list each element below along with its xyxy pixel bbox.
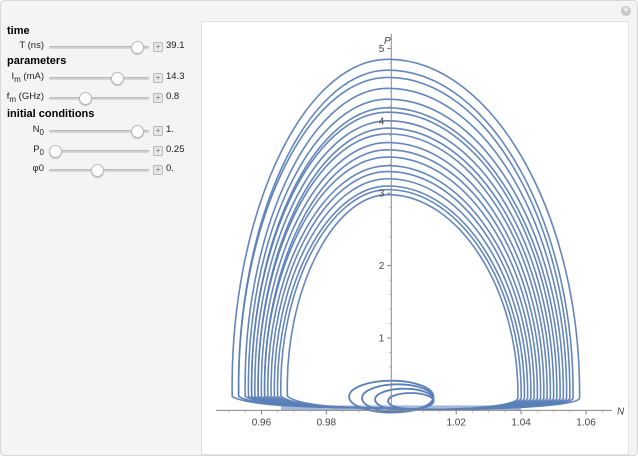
slider-value-N0: 1. — [166, 124, 174, 135]
x-tick-label-2: 1.02 — [446, 417, 466, 428]
expand-plus-icon[interactable]: + — [153, 93, 163, 103]
expand-plus-icon[interactable]: + — [153, 73, 163, 83]
expand-plus-icon[interactable]: + — [153, 42, 163, 52]
slider-thumb-N0[interactable] — [131, 125, 144, 138]
slider-label-P0: P0 — [33, 144, 44, 157]
slider-track-T[interactable] — [49, 41, 149, 54]
parameters-heading: parameters — [7, 55, 67, 67]
plot-panel: 0.96 0.98 1.02 1.04 1.06 1 2 3 4 5 N P — [201, 21, 629, 455]
y-tick-label-3: 4 — [379, 116, 385, 127]
slider-row-Im: Im (mA) + 14.3 — [1, 70, 201, 86]
slider-label-fm: fm (GHz) — [6, 91, 44, 104]
phase-plot: 0.96 0.98 1.02 1.04 1.06 1 2 3 4 5 N P — [216, 34, 625, 428]
slider-row-P0: P0 + 0.25 — [1, 143, 201, 159]
slider-value-T: 39.1 — [166, 40, 185, 51]
trajectory-loop-7 — [254, 120, 555, 411]
y-tick-label-1: 2 — [379, 261, 385, 272]
x-tick-label-3: 1.04 — [511, 417, 531, 428]
slider-thumb-fm[interactable] — [79, 92, 92, 105]
slider-label-phi0: φ0 — [32, 163, 44, 174]
slider-track-N0[interactable] — [49, 125, 149, 138]
slider-value-Im: 14.3 — [166, 71, 185, 82]
slider-row-T: T (ns) + 39.1 — [1, 39, 201, 55]
slider-value-fm: 0.8 — [166, 91, 180, 102]
slider-track-phi0[interactable] — [49, 164, 149, 177]
slider-value-P0: 0.25 — [166, 144, 185, 155]
x-tick-label-1: 0.98 — [317, 417, 337, 428]
slider-thumb-P0[interactable] — [49, 145, 62, 158]
expand-plus-icon[interactable]: + — [153, 126, 163, 136]
expand-plus-icon[interactable]: + — [153, 146, 163, 156]
slider-label-T: T (ns) — [19, 40, 44, 51]
x-axis-label: N — [617, 406, 625, 417]
slider-row-N0: N0 + 1. — [1, 123, 201, 139]
initial-conditions-heading: initial conditions — [7, 108, 95, 120]
slider-track-fm[interactable] — [49, 92, 149, 105]
bottom-band — [280, 405, 522, 411]
y-tick-label-2: 3 — [379, 189, 385, 200]
slider-value-phi0: 0. — [166, 163, 174, 174]
trajectory-loop-8 — [257, 127, 552, 411]
slider-track-P0[interactable] — [49, 145, 149, 158]
y-tick-label-0: 1 — [379, 334, 385, 345]
slider-row-fm: fm (GHz) + 0.8 — [1, 90, 201, 106]
slider-thumb-phi0[interactable] — [91, 164, 104, 177]
y-tick-label-4: 5 — [379, 44, 385, 55]
trajectory-loop-17 — [280, 188, 522, 411]
slider-label-Im: Im (mA) — [11, 71, 44, 84]
slider-thumb-Im[interactable] — [111, 72, 124, 85]
slider-thumb-T[interactable] — [131, 41, 144, 54]
slider-row-phi0: φ0 + 0. — [1, 162, 201, 178]
expand-plus-icon[interactable]: + — [153, 165, 163, 175]
reset-plus-icon[interactable]: + — [621, 6, 631, 16]
y-axis-label: P — [384, 36, 391, 47]
trajectory-loop-18 — [286, 193, 519, 411]
x-tick-label-4: 1.06 — [576, 417, 596, 428]
slider-label-N0: N0 — [32, 124, 44, 137]
slider-track-Im[interactable] — [49, 72, 149, 85]
time-heading: time — [7, 25, 30, 37]
x-tick-label-0: 0.96 — [252, 417, 272, 428]
